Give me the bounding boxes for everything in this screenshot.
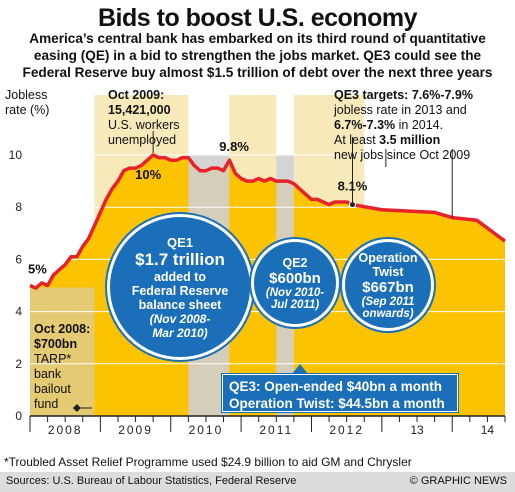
qe1-head: QE1 bbox=[166, 234, 193, 250]
qe3-line3-bold: 3.5 million bbox=[379, 133, 441, 147]
annotation-oct-2008: Oct 2008: $700bn TARP* bank bailout fund bbox=[34, 322, 90, 412]
qe1-line1: added to bbox=[153, 269, 207, 284]
oct2008-head: Oct 2008: bbox=[34, 322, 91, 336]
oct2009-line2: unemployed bbox=[108, 133, 177, 147]
qe2-period-2: Jul 2011) bbox=[270, 298, 320, 311]
oct2008-line1: TARP* bbox=[34, 352, 72, 366]
x-tick-label: 14 bbox=[481, 423, 495, 437]
qe2-head: QE2 bbox=[282, 255, 308, 270]
oct2009-line1: U.S. workers bbox=[108, 118, 180, 132]
chart-title: Bids to boost U.S. economy bbox=[98, 4, 417, 32]
twist-period-2: onwards) bbox=[362, 307, 414, 320]
y-tick-label: 0 bbox=[15, 409, 22, 423]
y-axis-label: Jobless rate (%) bbox=[5, 88, 65, 118]
y-tick-label: 8 bbox=[15, 200, 22, 214]
y-tick-label: 4 bbox=[15, 305, 22, 319]
qe1-amount: $1.7 trillion bbox=[135, 249, 225, 269]
oct2008-number: $700bn bbox=[34, 337, 78, 351]
sources: Sources: U.S. Bureau of Labour Statistic… bbox=[6, 475, 297, 487]
qe3-head-value: 7.6%-7.9% bbox=[411, 88, 473, 102]
qe3-line4: new jobs since Oct 2009 bbox=[334, 148, 471, 162]
twist-period-1: (Sep 2011 bbox=[361, 295, 415, 308]
twist-head-2: Twist bbox=[372, 264, 404, 279]
y-axis-label-text: Jobless rate (%) bbox=[5, 88, 50, 117]
subtitle-line-1: America’s central bank has embarked on i… bbox=[29, 31, 486, 46]
x-tick-label: 2010 bbox=[189, 423, 224, 437]
unemployment-line bbox=[29, 153, 354, 290]
qe1-circle: QE1 $1.7 trillion added to Federal Reser… bbox=[107, 214, 253, 360]
oct2008-line2: bank bbox=[34, 367, 62, 381]
qe1-line3: balance sheet bbox=[138, 297, 222, 312]
qe3-line3: At least bbox=[334, 133, 380, 147]
qe1-period-1: (Nov 2008- bbox=[149, 311, 211, 326]
annotation-oct-2009: Oct 2009: 15,421,000 U.S. workers unempl… bbox=[108, 88, 180, 148]
x-tick-label: 2009 bbox=[118, 423, 153, 437]
x-tick-label: 2011 bbox=[259, 423, 293, 437]
footer-bar bbox=[0, 472, 515, 492]
qe1-line2: Federal Reserve bbox=[131, 283, 229, 298]
qe3-head: QE3 targets: bbox=[334, 88, 409, 102]
subtitle-line-3: Federal Reserve buy almost $1.5 trillion… bbox=[22, 65, 493, 80]
twist-head-1: Operation bbox=[358, 250, 418, 265]
target-line bbox=[352, 202, 507, 243]
qe3-callout: QE3: Open-ended $40bn a month Operation … bbox=[221, 373, 459, 413]
annotation-qe3-targets: QE3 targets: 7.6%-7.9% jobless rate in 2… bbox=[334, 88, 473, 163]
oct2008-line3: bailout bbox=[34, 382, 71, 396]
qe3-line1: jobless rate in 2013 and bbox=[334, 103, 467, 117]
oct2009-number: 15,421,000 bbox=[108, 103, 171, 117]
twist-amount: $667bn bbox=[362, 278, 414, 296]
qe3-line2-bold: 6.7%-7.3% bbox=[334, 118, 396, 132]
subtitle-line-2: easing (QE) in a bid to strengthen the j… bbox=[33, 48, 482, 63]
x-tick-label: 2008 bbox=[48, 423, 83, 437]
qe2-amount: $600bn bbox=[269, 269, 321, 287]
x-tick-label: 13 bbox=[410, 423, 424, 437]
shade-pre-qe1 bbox=[30, 287, 95, 416]
qe2-period-1: (Nov 2010- bbox=[265, 286, 325, 299]
oct2009-head: Oct 2009: bbox=[108, 88, 165, 102]
credit: © GRAPHIC NEWS bbox=[409, 475, 507, 487]
y-tick-label: 6 bbox=[15, 252, 22, 266]
qe2-circle: QE2 $600bn (Nov 2010- Jul 2011) bbox=[251, 239, 339, 327]
x-tick-label: 2012 bbox=[329, 423, 364, 437]
qe3-callout-pointer bbox=[292, 364, 308, 374]
label-10pct: 10% bbox=[135, 167, 161, 182]
qe3-callout-line1: QE3: Open-ended $40bn a month bbox=[229, 379, 443, 394]
chart-subtitle: America’s central bank has embarked on i… bbox=[6, 30, 509, 81]
qe1-period-2: Mar 2010) bbox=[152, 325, 208, 340]
footnote: *Troubled Asset Relief Programme used $2… bbox=[4, 455, 412, 469]
twist-circle: Operation Twist $667bn (Sep 2011 onwards… bbox=[342, 239, 434, 331]
y-tick-label: 10 bbox=[9, 148, 23, 162]
y-tick-label: 2 bbox=[15, 357, 22, 371]
qe3-line2: in 2014. bbox=[395, 118, 444, 132]
label-5pct: 5% bbox=[28, 262, 47, 277]
label-9-8pct: 9.8% bbox=[219, 139, 249, 154]
oct2008-line4: fund bbox=[34, 397, 59, 411]
qe3-callout-line2: Operation Twist: $44.5bn a month bbox=[229, 396, 445, 411]
label-8-1pct: 8.1% bbox=[338, 179, 368, 194]
